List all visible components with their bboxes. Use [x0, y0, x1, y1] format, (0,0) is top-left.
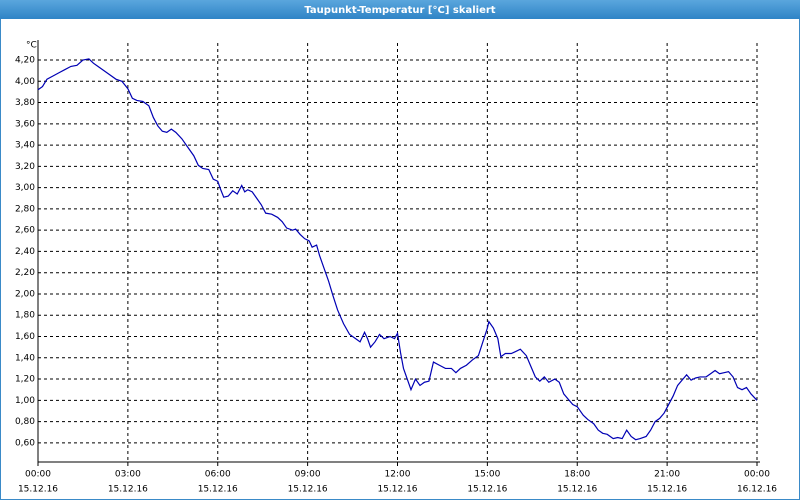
x-tick-label: 06:00 [205, 470, 231, 480]
x-tick-label: 15:00 [474, 470, 500, 480]
x-tick-label: 00:00 [744, 470, 770, 480]
x-tick-label: 00:00 [25, 470, 51, 480]
y-tick-label: 4,00 [15, 77, 35, 87]
y-tick-label: 2,80 [15, 204, 35, 214]
y-tick-label: 2,40 [15, 247, 35, 257]
y-tick-label: 3,80 [15, 98, 35, 108]
x-tick-date: 15.12.16 [377, 485, 417, 495]
x-tick-date: 15.12.16 [647, 485, 687, 495]
x-tick-label: 09:00 [295, 470, 321, 480]
x-tick-date: 15.12.16 [467, 485, 507, 495]
x-tick-date: 16.12.16 [737, 485, 777, 495]
y-tick-label: 2,60 [15, 226, 35, 236]
x-tick-date: 15.12.16 [557, 485, 597, 495]
y-tick-label: 1,40 [15, 353, 35, 363]
y-tick-label: 1,20 [15, 375, 35, 385]
x-tick-date: 15.12.16 [288, 485, 328, 495]
y-tick-label: 3,60 [15, 119, 35, 129]
y-tick-label: 3,40 [15, 141, 35, 151]
title-bar [0, 0, 800, 19]
y-tick-label: 3,20 [15, 162, 35, 172]
x-tick-date: 15.12.16 [108, 485, 148, 495]
y-tick-label: 3,00 [15, 183, 35, 193]
x-tick-label: 03:00 [115, 470, 141, 480]
x-tick-date: 15.12.16 [198, 485, 238, 495]
y-unit: °C [26, 41, 37, 51]
x-tick-label: 21:00 [654, 470, 680, 480]
chart-title: Taupunkt-Temperatur [°C] skaliert [304, 5, 495, 16]
y-tick-label: 2,20 [15, 268, 35, 278]
y-tick-label: 0,60 [15, 438, 35, 448]
x-tick-date: 15.12.16 [18, 485, 58, 495]
x-tick-label: 12:00 [385, 470, 411, 480]
y-tick-label: 1,00 [15, 396, 35, 406]
y-tick-label: 2,00 [15, 289, 35, 299]
plot-area: 0,60 0,80 1,00 1,20 1,40 1,60 1,80 2,00 2,20 2,40… [15, 40, 777, 495]
y-tick-label: 4,20 [15, 56, 35, 66]
data-line [37, 58, 758, 441]
x-tick-label: 18:00 [564, 470, 590, 480]
y-tick-label: 0,80 [15, 417, 35, 427]
y-tick-label: 1,60 [15, 332, 35, 342]
y-tick-label: 1,80 [15, 311, 35, 321]
